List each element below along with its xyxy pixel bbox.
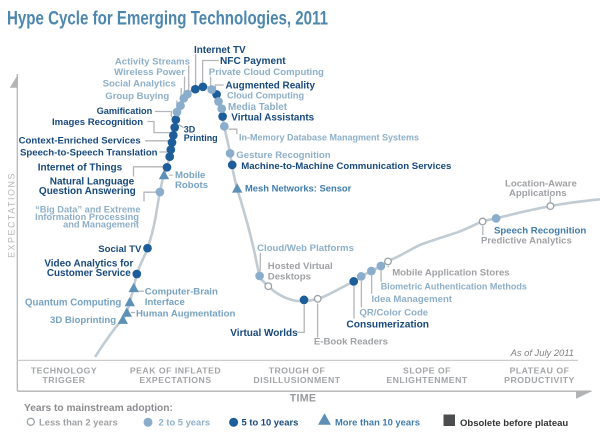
svg-text:Augmented Reality: Augmented Reality xyxy=(226,81,316,92)
svg-text:Question Answering: Question Answering xyxy=(39,186,136,197)
svg-text:Video Analytics for: Video Analytics for xyxy=(44,259,133,270)
svg-text:Hosted Virtual: Hosted Virtual xyxy=(268,261,333,272)
svg-text:PRODUCTIVITY: PRODUCTIVITY xyxy=(504,375,575,385)
svg-text:TROUGH OF: TROUGH OF xyxy=(269,366,326,376)
svg-text:Group Buying: Group Buying xyxy=(105,91,169,102)
svg-text:Computer-Brain: Computer-Brain xyxy=(145,286,218,297)
svg-text:Private Cloud Computing: Private Cloud Computing xyxy=(209,67,324,78)
svg-text:Internet of Things: Internet of Things xyxy=(38,162,123,173)
svg-text:QR/Color Code: QR/Color Code xyxy=(359,307,428,318)
svg-text:Less than 2 years: Less than 2 years xyxy=(39,417,118,428)
svg-text:DISILLUSIONMENT: DISILLUSIONMENT xyxy=(253,375,340,385)
svg-text:PEAK OF INFLATED: PEAK OF INFLATED xyxy=(130,366,221,376)
svg-text:Years to mainstream adoption:: Years to mainstream adoption: xyxy=(24,403,173,414)
svg-text:PLATEAU OF: PLATEAU OF xyxy=(510,366,570,376)
svg-text:3D: 3D xyxy=(184,124,196,134)
svg-text:Desktops: Desktops xyxy=(268,271,311,282)
svg-text:Interface: Interface xyxy=(145,297,185,308)
svg-text:“Big Data” and Extreme: “Big Data” and Extreme xyxy=(35,204,140,214)
svg-text:As of July 2011: As of July 2011 xyxy=(510,347,574,358)
svg-text:Images Recognition: Images Recognition xyxy=(52,117,143,128)
svg-text:Speech-to-Speech Translation: Speech-to-Speech Translation xyxy=(20,148,158,159)
svg-text:Cloud Computing: Cloud Computing xyxy=(227,90,304,100)
svg-text:TECHNOLOGY: TECHNOLOGY xyxy=(31,366,97,376)
svg-text:Virtual Assistants: Virtual Assistants xyxy=(231,112,314,123)
svg-text:Activity Streams: Activity Streams xyxy=(115,56,190,67)
svg-text:Quantum Computing: Quantum Computing xyxy=(25,298,121,309)
svg-text:Mobile: Mobile xyxy=(175,170,205,181)
svg-text:SLOPE OF: SLOPE OF xyxy=(403,366,451,376)
svg-text:and Management: and Management xyxy=(63,220,139,230)
svg-text:3D Bioprinting: 3D Bioprinting xyxy=(50,315,116,326)
svg-text:2 to 5 years: 2 to 5 years xyxy=(159,417,211,428)
svg-text:Printing: Printing xyxy=(184,133,218,143)
svg-text:In-Memory Database Managment S: In-Memory Database Managment Systems xyxy=(239,133,419,143)
svg-text:Applications: Applications xyxy=(509,188,567,199)
svg-text:EXPECTATIONS: EXPECTATIONS xyxy=(139,375,211,385)
svg-text:E-Book Readers: E-Book Readers xyxy=(314,337,388,348)
svg-text:Customer Service: Customer Service xyxy=(47,268,131,279)
svg-text:Mobile Application Stores: Mobile Application Stores xyxy=(392,268,509,279)
svg-text:Media Tablet: Media Tablet xyxy=(228,102,288,113)
svg-text:NFC Payment: NFC Payment xyxy=(220,56,286,67)
svg-text:Biometric Authentication Metho: Biometric Authentication Methods xyxy=(381,282,527,292)
svg-text:Robots: Robots xyxy=(175,180,208,191)
svg-text:Gamification: Gamification xyxy=(97,106,153,116)
svg-text:Cloud/Web Platforms: Cloud/Web Platforms xyxy=(257,243,354,254)
svg-text:TRIGGER: TRIGGER xyxy=(42,375,85,385)
svg-text:Machine-to-Machine Communicati: Machine-to-Machine Communication Service… xyxy=(241,161,451,172)
svg-text:Hype Cycle for Emerging Techno: Hype Cycle for Emerging Technologies, 20… xyxy=(7,9,328,30)
svg-text:ENLIGHTENMENT: ENLIGHTENMENT xyxy=(386,375,468,385)
svg-text:TIME: TIME xyxy=(290,393,317,405)
svg-text:Natural Language: Natural Language xyxy=(50,176,135,187)
svg-text:Internet TV: Internet TV xyxy=(194,45,246,56)
svg-text:Virtual Worlds: Virtual Worlds xyxy=(230,328,298,339)
svg-text:Speech Recognition: Speech Recognition xyxy=(494,225,586,236)
svg-text:More than 10 years: More than 10 years xyxy=(335,417,420,428)
svg-text:Gesture Recognition: Gesture Recognition xyxy=(236,150,330,161)
svg-text:Consumerization: Consumerization xyxy=(346,319,429,330)
svg-text:Context-Enriched Services: Context-Enriched Services xyxy=(19,136,141,147)
svg-text:EXPECTATIONS: EXPECTATIONS xyxy=(6,172,16,258)
svg-text:5 to 10 years: 5 to 10 years xyxy=(242,417,299,428)
svg-text:Idea Management: Idea Management xyxy=(372,294,453,305)
svg-text:Human Augmentation: Human Augmentation xyxy=(136,309,235,320)
svg-text:Social Analytics: Social Analytics xyxy=(103,79,176,90)
svg-text:Social TV: Social TV xyxy=(98,244,142,255)
svg-text:Information Processing: Information Processing xyxy=(35,212,139,222)
svg-text:Location-Aware: Location-Aware xyxy=(505,179,577,190)
svg-text:Mesh Networks: Sensor: Mesh Networks: Sensor xyxy=(245,182,352,193)
svg-text:Predictive Analytics: Predictive Analytics xyxy=(481,236,572,247)
svg-text:Obsolete before plateau: Obsolete before plateau xyxy=(460,418,568,429)
svg-text:Wireless Power: Wireless Power xyxy=(114,67,185,78)
